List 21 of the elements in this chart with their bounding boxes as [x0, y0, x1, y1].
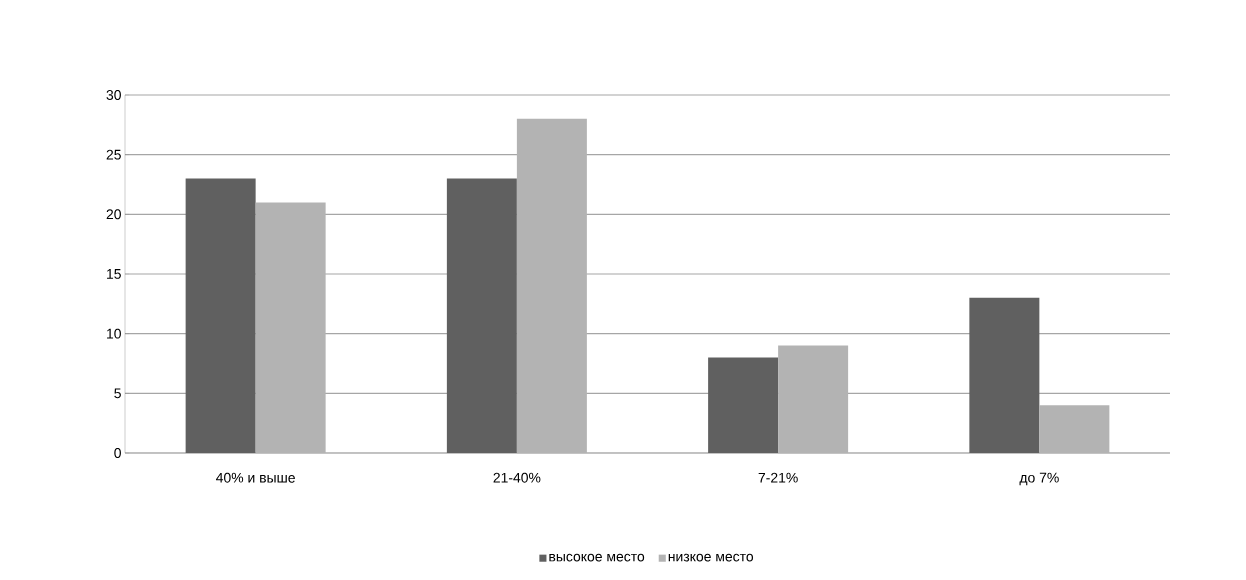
- legend-label: низкое место: [668, 553, 754, 562]
- y-tick-label: 25: [106, 149, 121, 160]
- x-tick-label: 7-21%: [758, 472, 798, 483]
- y-tick-label: 30: [106, 90, 121, 100]
- y-tick-label: 10: [107, 328, 121, 339]
- y-tick-label: 0: [114, 448, 121, 458]
- bar: [516, 118, 587, 453]
- bar: [185, 178, 256, 453]
- bar: [708, 357, 779, 453]
- y-tick-label: 15: [107, 269, 121, 279]
- y-tick-label: 5: [114, 388, 121, 399]
- bar: [778, 345, 849, 453]
- x-tick-label: 40% и выше: [216, 472, 295, 483]
- x-tick-label: до 7%: [1019, 472, 1059, 486]
- bar: [255, 202, 326, 453]
- x-tick-label: 21-40%: [493, 472, 541, 483]
- bar: [1039, 405, 1110, 453]
- y-tick-label: 20: [106, 209, 121, 220]
- bar: [969, 297, 1040, 453]
- legend-label: высокое место: [549, 553, 645, 562]
- bar: [446, 178, 517, 453]
